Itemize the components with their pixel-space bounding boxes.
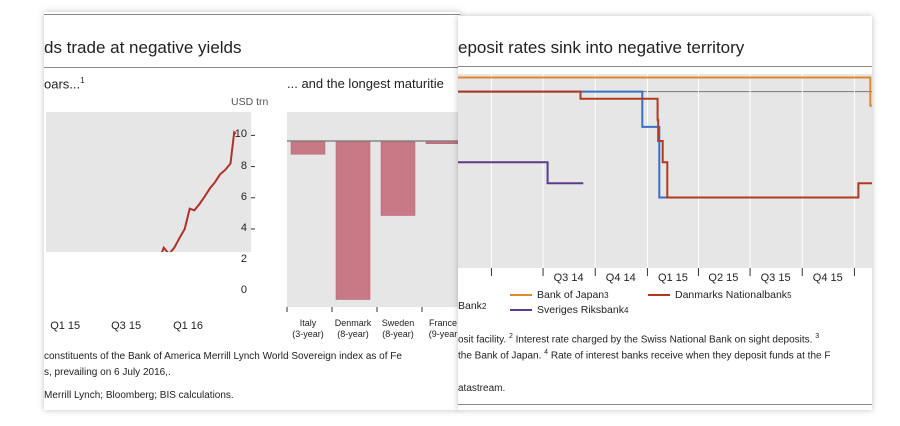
legend-swatch	[510, 309, 532, 311]
x-tick-label: Q4 14	[605, 272, 636, 284]
left-panel: ds trade at negative yields oars...1 ...…	[44, 12, 460, 410]
bar	[425, 141, 460, 144]
rate-plot-area	[458, 74, 872, 268]
y-tick-label: 6	[240, 190, 247, 203]
series-line	[161, 130, 237, 252]
panel-title: eposit rates sink into negative territor…	[458, 38, 745, 57]
bar	[290, 141, 326, 155]
top-rule	[44, 14, 460, 15]
title-rule	[44, 67, 460, 68]
x-tick-label: Q3 14	[553, 272, 584, 284]
category-label: Denmark (8-year)	[334, 318, 372, 339]
legend-item-danmarks: Danmarks Nationalbank 5	[648, 289, 792, 301]
bar-chart	[286, 112, 460, 312]
plot-area	[46, 112, 251, 252]
line-chart	[46, 112, 255, 252]
y-unit: USD trn	[231, 96, 269, 108]
legend-item-swiss: Bank 2	[458, 300, 487, 312]
x-tick-label: Q2 15	[708, 272, 739, 284]
legend-item-boj: Bank of Japan 3	[510, 289, 609, 301]
x-tick-label: Q1 15	[657, 272, 688, 284]
title-rule	[458, 66, 872, 67]
panel-title: ds trade at negative yields	[44, 38, 242, 57]
subtitle-b: ... and the longest maturitie	[287, 76, 444, 91]
rate-series-line	[458, 76, 872, 107]
legend-swatch	[648, 294, 670, 296]
subtitle-a: oars...1	[44, 76, 85, 92]
bar	[380, 141, 416, 216]
category-label: Sweden (8-year)	[381, 318, 415, 339]
category-label: France (9-year	[428, 318, 458, 339]
x-tick-label: Q1 15	[50, 320, 81, 332]
sources: atastream.	[458, 383, 506, 394]
rate-series-line	[458, 90, 854, 199]
y-tick-label: 2	[240, 253, 247, 266]
rate-chart	[458, 74, 872, 276]
y-tick-label: 4	[240, 222, 247, 234]
sources: Merrill Lynch; Bloomberg; BIS calculatio…	[44, 390, 234, 401]
y-tick-label: 8	[240, 159, 247, 172]
x-tick-label: Q3 15	[111, 320, 142, 332]
footnote-1: constituents of the Bank of America Merr…	[44, 351, 402, 362]
legend-item-riksbank: Sveriges Riksbank 4	[510, 304, 628, 316]
x-tick-label: Q1 16	[173, 320, 204, 332]
bottom-rule	[458, 404, 872, 405]
footnote-2: the Bank of Japan. 4 Rate of interest ba…	[458, 349, 831, 362]
x-tick-label: Q3 15	[760, 272, 791, 284]
legend-swatch	[510, 294, 532, 296]
footnote-2: s, prevailing on 6 July 2016,.	[44, 367, 171, 378]
bar	[335, 141, 371, 300]
rate-series-line	[458, 161, 584, 185]
right-panel: eposit rates sink into negative territor…	[458, 16, 872, 410]
footnote-1: osit facility. 2 Interest rate charged b…	[458, 333, 820, 346]
x-tick-label: Q4 15	[812, 272, 843, 284]
rate-series-line	[458, 90, 872, 199]
y-tick-label: 10	[234, 128, 247, 141]
category-label: Italy (3-year)	[292, 318, 324, 339]
y-tick-label: 0	[240, 284, 247, 297]
